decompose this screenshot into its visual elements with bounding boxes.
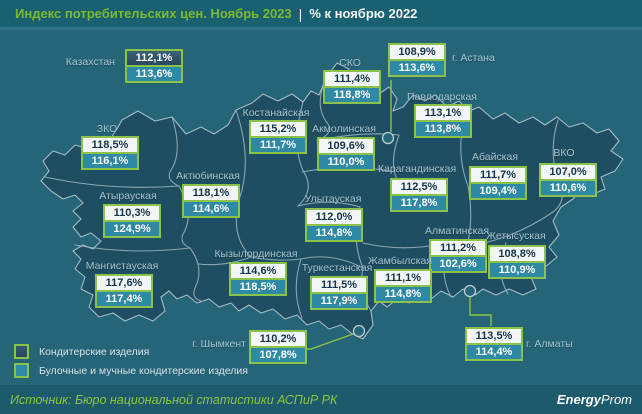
city-markers [352, 131, 477, 338]
badge-akmola: 109,6% 110,0% [317, 137, 375, 171]
region-label-astana: г. Астана [452, 52, 495, 64]
almaty-marker [463, 284, 477, 298]
value-bakery-kyzylorda: 118,5% [229, 278, 287, 296]
region-label-kyzylorda: Кызылординская [214, 248, 298, 260]
value-bakery-shymkent: 107,8% [249, 346, 307, 364]
badge-ulytau: 112,0% 114,8% [305, 208, 363, 242]
badge-turkestan: 111,5% 117,9% [310, 276, 368, 310]
badge-kostanay: 115,2% 111,7% [249, 120, 307, 154]
badge-kyzylorda: 114,6% 118,5% [229, 262, 287, 296]
legend-item-confectionery: Кондитерские изделия [14, 344, 149, 359]
value-confectionery-karaganda: 112,5% [390, 178, 448, 196]
almaty-callout [469, 297, 492, 326]
value-confectionery-pavlodar: 113,1% [414, 104, 472, 122]
badge-shymkent: 110,2% 107,8% [249, 330, 307, 364]
value-bakery-atyrau: 124,9% [103, 220, 161, 238]
value-bakery-turkestan: 117,9% [310, 292, 368, 310]
region-label-abay: Абайская [471, 151, 519, 163]
value-bakery-kazakhstan: 113,6% [125, 65, 183, 83]
badge-kazakhstan: 112,1% 113,6% [125, 49, 183, 83]
value-bakery-zko: 116,1% [81, 152, 139, 170]
source-bar: Источник: Бюро национальной статистики А… [0, 385, 642, 414]
badge-atyrau: 110,3% 124,9% [103, 204, 161, 238]
region-label-shymkent: г. Шымкент [192, 338, 246, 350]
value-bakery-zhambyl: 114,8% [374, 285, 432, 303]
value-bakery-mangystau: 117,4% [95, 290, 153, 308]
region-label-almaty-region: Алматинская [424, 225, 490, 237]
value-bakery-almaty-region: 102,6% [429, 255, 487, 273]
region-label-zhambyl: Жамбылская [367, 255, 433, 267]
legend-item-bakery: Булочные и мучные кондитерские изделия [14, 363, 248, 378]
bakery-swatch [14, 363, 29, 378]
value-bakery-aktobe: 114,6% [182, 200, 240, 218]
value-confectionery-vko: 107,0% [539, 163, 597, 181]
badge-almaty-city: 113,5% 114,4% [465, 327, 523, 361]
badge-karaganda: 112,5% 117,8% [390, 178, 448, 212]
badge-aktobe: 118,1% 114,6% [182, 184, 240, 218]
region-label-zhetysu: Жетысуская [486, 230, 546, 242]
value-confectionery-kazakhstan: 112,1% [125, 49, 183, 67]
legend-label: Кондитерские изделия [39, 345, 150, 358]
source-text: Источник: Бюро национальной статистики А… [10, 392, 338, 407]
value-confectionery-shymkent: 110,2% [249, 330, 307, 348]
shymkent-callout [304, 333, 354, 350]
energyprom-logo: Energy Prom [546, 392, 632, 407]
value-bakery-almaty-city: 114,4% [465, 343, 523, 361]
energyprom-icon [546, 392, 552, 407]
value-bakery-ulytau: 114,8% [305, 224, 363, 242]
region-label-ulytau: Улытауская [304, 193, 362, 205]
value-bakery-akmola: 110,0% [317, 153, 375, 171]
region-label-sko: СКО [339, 57, 361, 69]
badge-zhambyl: 111,1% 114,8% [374, 269, 432, 303]
title-bar: Индекс потребительских цен. Ноябрь 2023 … [0, 0, 642, 30]
value-bakery-karaganda: 117,8% [390, 194, 448, 212]
value-bakery-zhetysu: 110,9% [488, 261, 546, 279]
region-label-akmola: Акмолинская [312, 123, 376, 135]
page-title: Индекс потребительских цен. Ноябрь 2023 [15, 6, 292, 21]
region-label-aktobe: Актюбинская [176, 170, 240, 182]
value-bakery-sko: 118,8% [323, 86, 381, 104]
badge-almaty-region: 111,2% 102,6% [429, 239, 487, 273]
region-label-zko: ЗКО [96, 123, 118, 135]
logo-text-regular: Prom [600, 392, 632, 407]
value-bakery-kostanay: 111,7% [249, 136, 307, 154]
value-bakery-abay: 109,4% [469, 182, 527, 200]
badge-zhetysu: 108,8% 110,9% [488, 245, 546, 279]
region-label-atyrau: Атырауская [99, 190, 157, 202]
legend-label: Булочные и мучные кондитерские изделия [39, 364, 248, 377]
title-separator: | [298, 5, 303, 22]
badge-pavlodar: 113,1% 113,8% [414, 104, 472, 138]
badge-astana: 108,9% 113,6% [388, 43, 446, 77]
confectionery-swatch [14, 344, 29, 359]
value-confectionery-kostanay: 115,2% [249, 120, 307, 138]
region-label-turkestan: Туркестанская [301, 262, 373, 274]
badge-sko: 111,4% 118,8% [323, 70, 381, 104]
badge-vko: 107,0% 110,6% [539, 163, 597, 197]
logo-text-bold: Energy [556, 392, 601, 407]
value-bakery-pavlodar: 113,8% [414, 120, 472, 138]
badge-zko: 118,5% 116,1% [81, 136, 139, 170]
region-label-almaty-city: г. Алматы [526, 338, 573, 350]
title-subtitle: % к ноябрю 2022 [309, 6, 418, 21]
value-confectionery-sko: 111,4% [323, 70, 381, 88]
region-label-karaganda: Карагандинская [377, 163, 457, 175]
value-bakery-astana: 113,6% [388, 59, 446, 77]
badge-mangystau: 117,6% 117,4% [95, 274, 153, 308]
value-bakery-vko: 110,6% [539, 179, 597, 197]
shymkent-marker [352, 324, 366, 338]
region-label-vko: ВКО [553, 147, 575, 159]
region-label-mangystau: Мангистауская [85, 260, 159, 272]
region-label-pavlodar: Павлодарская [407, 91, 477, 103]
badge-abay: 111,7% 109,4% [469, 166, 527, 200]
astana-marker [381, 131, 395, 145]
region-label-kazakhstan: Казахстан [65, 56, 115, 68]
region-label-kostanay: Костанайская [242, 107, 310, 119]
